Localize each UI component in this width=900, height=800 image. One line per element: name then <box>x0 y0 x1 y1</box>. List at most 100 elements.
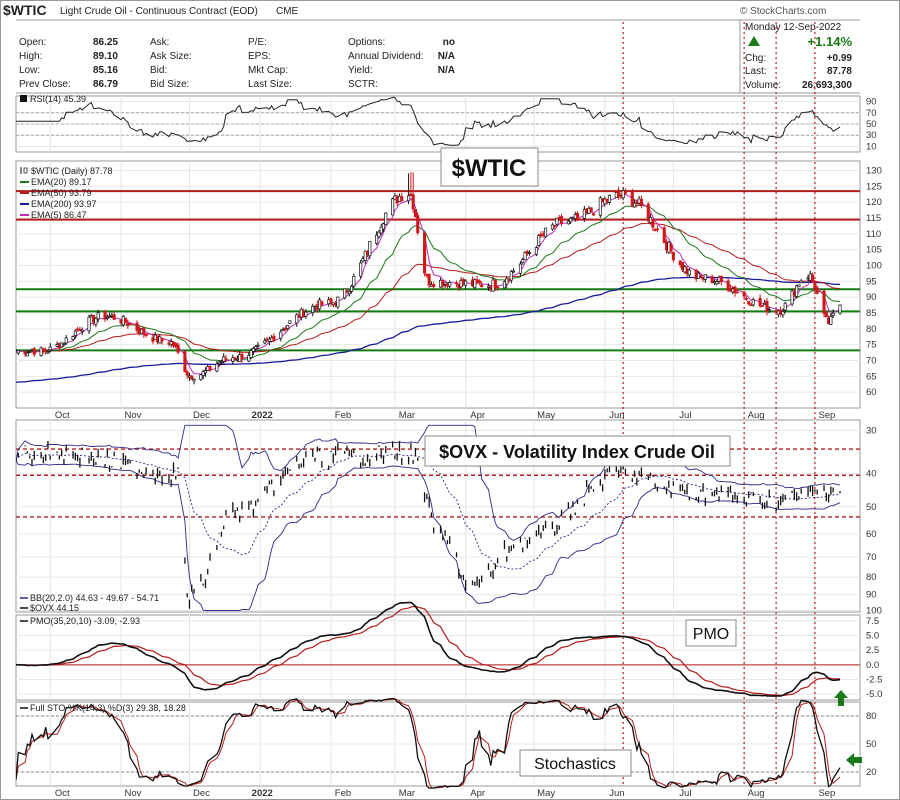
candle-body <box>272 335 276 341</box>
y-tick-label: 90 <box>866 97 877 108</box>
candle-body <box>633 202 637 208</box>
y-tick-label: 0.0 <box>866 660 879 671</box>
candle-body <box>523 252 527 261</box>
candle-body <box>251 348 255 352</box>
field-label: Last Size: <box>248 79 292 90</box>
y-tick-label: 90 <box>866 590 877 601</box>
candle-legend-icon <box>23 167 28 174</box>
x-tick-label: Aug <box>748 788 765 799</box>
candle-body <box>829 316 833 325</box>
candle-body <box>60 342 64 348</box>
candle-body <box>589 207 593 213</box>
candle-body <box>760 305 764 307</box>
candle-body <box>183 351 187 373</box>
candle-body <box>384 212 388 225</box>
x-tick-label: Sep <box>818 788 835 799</box>
pmo-title: PMO <box>693 626 729 643</box>
field-label: Low: <box>19 65 40 76</box>
candle-body <box>286 325 290 330</box>
candle-body <box>703 274 707 280</box>
candle-body <box>781 311 785 316</box>
candle-body <box>80 329 84 332</box>
x-tick-label: Feb <box>335 788 351 799</box>
volume-value: 26,693,300 <box>802 80 852 91</box>
y-tick-label: 10 <box>866 141 877 152</box>
candle-body <box>203 370 208 374</box>
field-label: High: <box>19 51 42 62</box>
field-label: Yield: <box>348 65 373 76</box>
symbol: $WTIC <box>3 2 47 18</box>
field-label: Open: <box>19 37 46 48</box>
ovx-title-box: $OVX - Volatility Index Crude Oil <box>424 435 731 467</box>
y-tick-label: 7.5 <box>866 616 879 627</box>
candle-body <box>598 197 602 216</box>
x-tick-label: May <box>537 788 555 799</box>
candle-body <box>142 327 146 335</box>
candle-body <box>375 234 379 244</box>
rsi-legend: RSI(14) 45.39 <box>30 94 86 104</box>
candle-body <box>199 374 203 380</box>
y-tick-label: 5.0 <box>866 631 879 642</box>
change-percent: +1.14% <box>808 34 853 49</box>
x-tick-label: 2022 <box>252 410 273 421</box>
candle-body <box>144 334 148 337</box>
x-tick-label: Nov <box>125 788 142 799</box>
candle-body <box>699 274 703 278</box>
candle-body <box>715 281 719 285</box>
candle-body <box>381 223 386 230</box>
candle-body <box>25 352 29 357</box>
candle-body <box>646 203 650 222</box>
candle-body <box>639 199 643 207</box>
candle-body <box>591 213 596 216</box>
x-tick-label: Sep <box>818 410 835 421</box>
ema20-line <box>16 204 841 362</box>
y-tick-label: 30 <box>866 425 877 436</box>
y-tick-label: 20 <box>866 767 877 778</box>
y-tick-label: 60 <box>866 387 877 398</box>
candle-body <box>623 191 627 194</box>
x-tick-label: Dec <box>193 410 210 421</box>
field-value: no <box>443 37 455 48</box>
candle-body <box>747 300 751 305</box>
candle-body <box>655 228 659 231</box>
candle-body <box>735 291 739 294</box>
pmo-up-arrow-icon <box>834 690 848 706</box>
y-tick-label: 40 <box>866 468 877 479</box>
ovx-legend-item: $OVX 44.15 <box>30 603 79 613</box>
field-value: N/A <box>438 65 455 76</box>
candle-body <box>454 282 459 285</box>
candle-body <box>217 361 221 365</box>
y-tick-label: 130 <box>866 166 882 177</box>
candle-body <box>201 371 205 377</box>
field-label: Ask: <box>150 37 169 48</box>
candle-body <box>32 348 36 355</box>
candle-body <box>320 301 324 305</box>
quote-date: Monday 12-Sep-2022 <box>745 22 842 33</box>
candle-body <box>710 276 714 284</box>
y-tick-label: 115 <box>866 213 881 224</box>
candle-body <box>669 244 673 252</box>
candle-body <box>813 281 817 291</box>
price-legend-item: EMA(50) 93.79 <box>31 188 92 198</box>
candle-body <box>128 323 132 326</box>
candle-body <box>799 280 803 284</box>
candle-body <box>537 235 541 246</box>
panel-ovx <box>15 419 861 613</box>
series <box>16 96 842 789</box>
candle-body <box>281 329 285 332</box>
header: $WTIC Light Crude Oil - Continuous Contr… <box>3 2 860 94</box>
panel-price <box>15 160 861 409</box>
candle-body <box>512 270 516 273</box>
candle-body <box>311 305 315 314</box>
y-tick-label: 125 <box>866 181 882 192</box>
price-title-box: $WTIC <box>440 147 539 187</box>
candle-body <box>349 285 354 292</box>
candle-body <box>544 227 548 238</box>
price-title: $WTIC <box>452 155 527 182</box>
price-legend-item: EMA(20) 89.17 <box>31 177 92 187</box>
y-tick-label: 2.5 <box>866 645 879 656</box>
candle-body <box>687 269 691 276</box>
candle-body <box>41 348 45 351</box>
